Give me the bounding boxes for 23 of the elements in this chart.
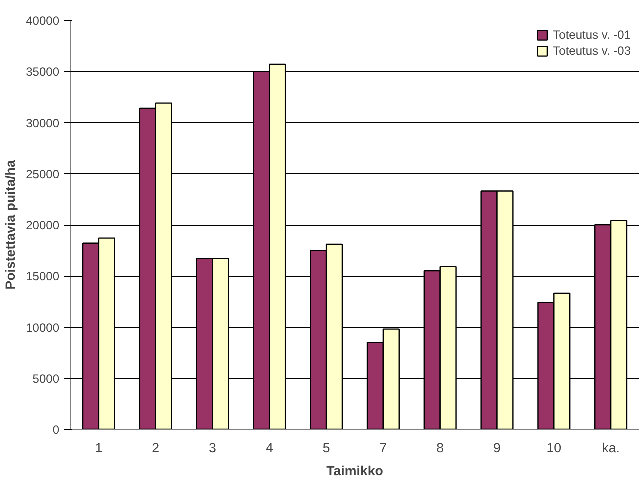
y-tick-label: 25000 bbox=[26, 167, 60, 182]
x-tick-label: 7 bbox=[380, 440, 388, 456]
x-axis-title: Taimikko bbox=[326, 464, 384, 478]
x-tick-label: 1 bbox=[95, 440, 103, 456]
x-tick-label: 2 bbox=[152, 440, 160, 456]
y-tick-label: 40000 bbox=[26, 14, 60, 28]
x-tick-label: 4 bbox=[266, 440, 274, 456]
y-tick-label: 30000 bbox=[26, 116, 60, 130]
x-tick-label: 8 bbox=[436, 440, 444, 456]
x-tick-label: 9 bbox=[494, 440, 501, 456]
y-tick-label: 5000 bbox=[32, 372, 60, 386]
y-tick-label: 35000 bbox=[26, 65, 60, 80]
y-tick-label: 20000 bbox=[26, 218, 60, 232]
y-tick-label: 0 bbox=[52, 423, 60, 437]
y-axis-title: Poistettavia puita/ha bbox=[3, 160, 18, 290]
x-tick-label: 10 bbox=[546, 440, 562, 456]
y-tick-label: 10000 bbox=[26, 320, 60, 335]
legend-label: Toteutus v. -01 bbox=[553, 28, 631, 42]
x-tick-label: ka. bbox=[602, 440, 620, 456]
x-tick-label: 3 bbox=[209, 440, 216, 456]
x-tick-label: 5 bbox=[322, 440, 330, 456]
y-tick-label: 15000 bbox=[26, 270, 60, 284]
legend-label: Toteutus v. -03 bbox=[553, 44, 631, 58]
